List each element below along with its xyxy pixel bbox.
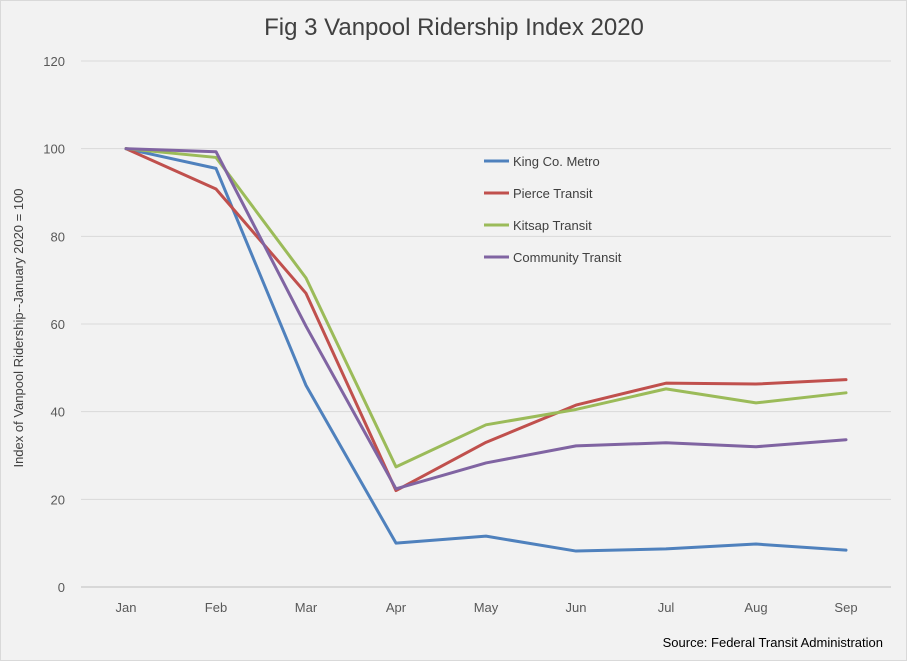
data-point <box>845 379 847 381</box>
data-point <box>755 543 757 545</box>
data-point <box>395 490 397 492</box>
data-point <box>665 442 667 444</box>
x-tick-label: Jun <box>566 600 587 615</box>
data-point <box>845 439 847 441</box>
legend-label: Community Transit <box>513 250 622 265</box>
data-point <box>215 167 217 169</box>
legend: King Co. Metro Pierce Transit Kitsap Trans… <box>484 154 622 265</box>
data-point <box>575 550 577 552</box>
data-point <box>755 446 757 448</box>
y-tick-label: 20 <box>51 492 65 507</box>
x-tick-label: Jul <box>658 600 675 615</box>
data-point <box>845 549 847 551</box>
legend-label: Pierce Transit <box>513 186 593 201</box>
y-tick-label: 40 <box>51 405 65 420</box>
data-point <box>485 424 487 426</box>
legend-label: Kitsap Transit <box>513 218 592 233</box>
data-point <box>215 156 217 158</box>
data-point <box>485 441 487 443</box>
data-point <box>305 325 307 327</box>
series-lines <box>124 147 848 553</box>
y-tick-label: 0 <box>58 580 65 595</box>
y-tick-label: 100 <box>43 142 65 157</box>
data-point <box>395 542 397 544</box>
x-tick-label: Jan <box>116 600 137 615</box>
data-point <box>755 383 757 385</box>
gridlines <box>81 60 891 588</box>
data-point <box>665 388 667 390</box>
data-point <box>485 535 487 537</box>
series-line-community-transit <box>124 147 848 491</box>
y-tick-label: 80 <box>51 229 65 244</box>
data-point <box>575 404 577 406</box>
data-point <box>665 548 667 550</box>
series-line-kitsap-transit <box>124 147 848 469</box>
data-point <box>755 402 757 404</box>
x-tick-label: Feb <box>205 600 227 615</box>
y-tick-labels: 0 20 40 60 80 100 120 <box>43 54 65 595</box>
data-point <box>305 384 307 386</box>
legend-label: King Co. Metro <box>513 154 600 169</box>
data-point <box>215 151 217 153</box>
source-note: Source: Federal Transit Administration <box>663 635 883 650</box>
y-axis-title: Index of Vanpool Ridership--January 2020… <box>11 188 26 467</box>
x-tick-label: Mar <box>295 600 318 615</box>
y-tick-label: 120 <box>43 54 65 69</box>
data-point <box>485 462 487 464</box>
y-tick-label: 60 <box>51 317 65 332</box>
x-tick-label: May <box>474 600 499 615</box>
data-point <box>305 292 307 294</box>
x-tick-label: Aug <box>744 600 767 615</box>
x-tick-labels: Jan Feb Mar Apr May Jun Jul Aug Sep <box>116 600 858 615</box>
data-point <box>215 188 217 190</box>
data-point <box>575 445 577 447</box>
x-tick-label: Sep <box>834 600 857 615</box>
data-point <box>395 488 397 490</box>
x-tick-label: Apr <box>386 600 407 615</box>
data-point <box>305 277 307 279</box>
data-point <box>125 148 127 150</box>
data-point <box>665 382 667 384</box>
data-point <box>845 392 847 394</box>
data-point <box>575 408 577 410</box>
series-line-pierce-transit <box>124 147 848 493</box>
chart-title: Fig 3 Vanpool Ridership Index 2020 <box>264 14 644 41</box>
data-point <box>395 466 397 468</box>
